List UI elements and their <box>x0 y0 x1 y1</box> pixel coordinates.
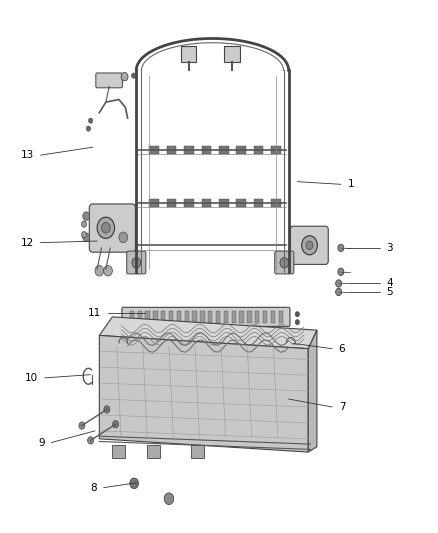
Circle shape <box>338 244 344 252</box>
Bar <box>255 311 259 323</box>
Bar <box>177 311 181 323</box>
Text: 1: 1 <box>347 179 354 189</box>
FancyBboxPatch shape <box>89 204 135 252</box>
Bar <box>147 445 160 458</box>
Bar <box>169 311 173 323</box>
Bar <box>192 311 197 323</box>
Bar <box>224 46 240 62</box>
Bar <box>254 146 263 154</box>
Text: 5: 5 <box>387 287 393 297</box>
Bar <box>167 199 177 207</box>
Circle shape <box>86 126 91 131</box>
Bar <box>279 311 283 323</box>
Text: 10: 10 <box>25 373 39 383</box>
Bar <box>247 311 252 323</box>
Bar <box>113 445 125 458</box>
Bar <box>216 311 220 323</box>
Bar <box>167 146 177 154</box>
Circle shape <box>306 241 313 249</box>
Bar <box>254 199 263 207</box>
FancyBboxPatch shape <box>96 73 122 88</box>
Circle shape <box>88 437 94 444</box>
Bar <box>224 311 228 323</box>
Circle shape <box>113 421 119 428</box>
Bar <box>232 311 236 323</box>
Bar <box>208 311 212 323</box>
Circle shape <box>83 233 90 241</box>
Bar <box>145 311 150 323</box>
Text: 12: 12 <box>21 238 34 248</box>
Circle shape <box>104 406 110 413</box>
Bar <box>201 146 211 154</box>
Circle shape <box>119 232 127 243</box>
Text: 11: 11 <box>88 308 102 318</box>
Bar <box>149 146 159 154</box>
Circle shape <box>280 257 289 268</box>
Bar <box>161 311 166 323</box>
Bar <box>263 311 267 323</box>
Circle shape <box>88 118 93 123</box>
Text: 3: 3 <box>387 243 393 253</box>
Circle shape <box>81 231 87 238</box>
Bar <box>185 311 189 323</box>
Circle shape <box>295 319 300 325</box>
Circle shape <box>336 288 342 296</box>
Circle shape <box>81 221 87 227</box>
Text: 4: 4 <box>387 278 393 288</box>
Bar <box>271 199 281 207</box>
Bar <box>149 199 159 207</box>
Circle shape <box>97 217 115 238</box>
Circle shape <box>95 265 104 276</box>
Circle shape <box>302 236 318 255</box>
Circle shape <box>131 73 136 78</box>
Bar <box>153 311 158 323</box>
Bar <box>130 311 134 323</box>
Bar <box>201 199 211 207</box>
FancyBboxPatch shape <box>122 308 290 326</box>
FancyBboxPatch shape <box>290 226 328 264</box>
Bar <box>181 46 196 62</box>
Text: 6: 6 <box>339 344 345 354</box>
Circle shape <box>104 265 113 276</box>
Polygon shape <box>99 317 317 349</box>
Circle shape <box>295 312 300 317</box>
Text: 7: 7 <box>339 402 345 412</box>
Bar <box>271 311 275 323</box>
Polygon shape <box>99 335 308 452</box>
Bar <box>200 311 205 323</box>
Circle shape <box>79 422 85 429</box>
Bar <box>184 146 194 154</box>
Circle shape <box>338 268 344 276</box>
Circle shape <box>83 212 90 220</box>
Text: 13: 13 <box>21 150 34 160</box>
Circle shape <box>130 478 138 489</box>
Circle shape <box>121 72 128 81</box>
Polygon shape <box>308 330 317 452</box>
Bar <box>138 311 142 323</box>
Text: 8: 8 <box>91 482 97 492</box>
Circle shape <box>132 257 141 268</box>
FancyBboxPatch shape <box>275 251 294 274</box>
Bar <box>237 146 246 154</box>
Circle shape <box>102 222 110 233</box>
Bar <box>271 146 281 154</box>
Bar <box>191 445 204 458</box>
Bar <box>184 199 194 207</box>
FancyBboxPatch shape <box>127 251 146 274</box>
Bar <box>219 199 229 207</box>
Circle shape <box>164 493 174 505</box>
Circle shape <box>336 280 342 287</box>
Bar <box>240 311 244 323</box>
Bar <box>219 146 229 154</box>
Bar <box>237 199 246 207</box>
Text: 9: 9 <box>38 438 45 448</box>
